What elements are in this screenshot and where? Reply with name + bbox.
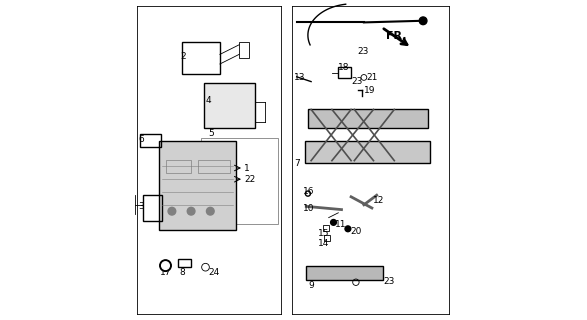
Text: 15: 15 xyxy=(318,229,329,238)
Bar xyxy=(204,83,255,128)
Circle shape xyxy=(207,207,214,215)
Bar xyxy=(166,160,191,173)
Text: 11: 11 xyxy=(335,220,346,229)
Text: 2: 2 xyxy=(180,52,185,60)
Text: 16: 16 xyxy=(303,188,315,196)
Text: 23: 23 xyxy=(351,77,363,86)
Text: 19: 19 xyxy=(364,86,376,95)
Text: 14: 14 xyxy=(318,239,329,248)
Bar xyxy=(324,235,330,241)
Circle shape xyxy=(330,220,336,225)
Bar xyxy=(305,141,430,163)
Circle shape xyxy=(168,207,176,215)
Text: 22: 22 xyxy=(244,175,255,184)
Bar xyxy=(140,134,161,147)
Text: 9: 9 xyxy=(308,281,313,290)
Circle shape xyxy=(187,207,195,215)
Text: 3: 3 xyxy=(139,202,144,211)
Text: 18: 18 xyxy=(338,63,349,72)
Bar xyxy=(159,141,236,230)
Circle shape xyxy=(345,226,351,232)
Text: 5: 5 xyxy=(209,129,214,138)
Text: FR.: FR. xyxy=(386,31,406,41)
Text: 20: 20 xyxy=(350,227,362,236)
Text: 17: 17 xyxy=(160,268,171,277)
Bar xyxy=(181,42,220,74)
Circle shape xyxy=(419,17,427,25)
Circle shape xyxy=(161,262,169,269)
Bar xyxy=(143,195,162,221)
Text: 6: 6 xyxy=(139,135,144,144)
Bar xyxy=(338,67,351,78)
Bar xyxy=(201,138,278,224)
Text: 23: 23 xyxy=(383,277,394,286)
Circle shape xyxy=(160,260,171,271)
Bar xyxy=(197,160,230,173)
Text: 8: 8 xyxy=(179,268,185,277)
Text: 4: 4 xyxy=(205,96,211,105)
Bar xyxy=(308,109,428,128)
Text: 24: 24 xyxy=(208,268,220,277)
Text: 7: 7 xyxy=(295,159,300,168)
Bar xyxy=(306,266,383,280)
Text: 1: 1 xyxy=(244,164,249,172)
Text: 13: 13 xyxy=(294,73,305,82)
Bar xyxy=(323,225,329,231)
Text: 21: 21 xyxy=(366,73,378,82)
Text: 10: 10 xyxy=(303,204,315,212)
Text: 12: 12 xyxy=(373,196,384,205)
Text: 23: 23 xyxy=(357,47,369,56)
Bar xyxy=(178,259,191,267)
Bar xyxy=(239,42,249,58)
